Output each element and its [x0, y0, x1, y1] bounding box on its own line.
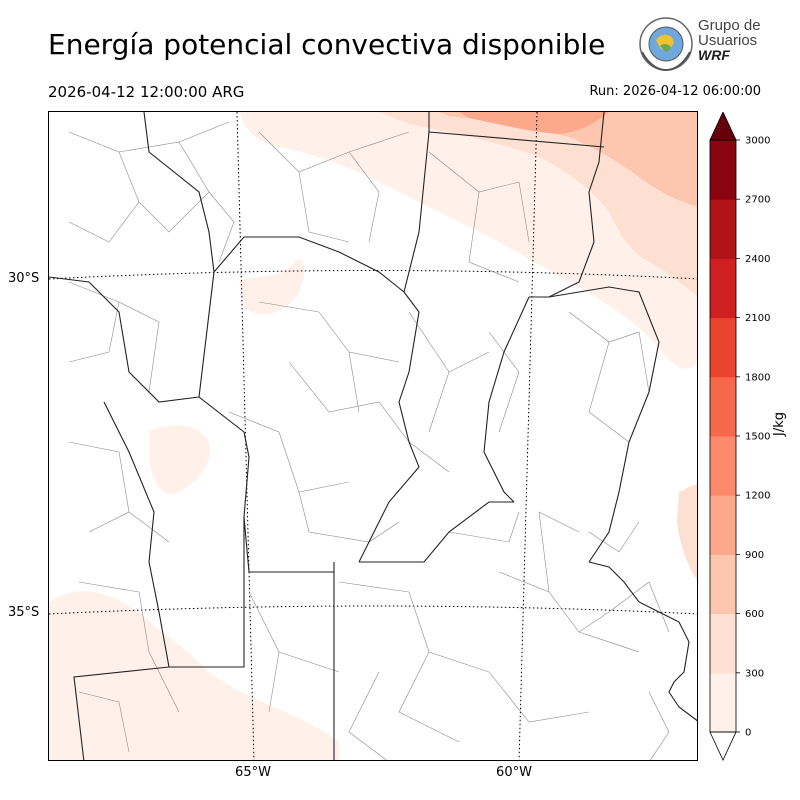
colorbar-tick-label: 0: [745, 728, 751, 739]
border-cordoba-south: [243, 516, 334, 573]
cape-region-west-patch: [149, 425, 210, 494]
colorbar-segment: [710, 495, 736, 555]
colorbar-tick-label: 3000: [745, 136, 770, 147]
cape-shading: [49, 112, 697, 760]
colorbar-under-arrow: [709, 731, 737, 761]
colorbar-segment: [710, 436, 736, 496]
border-santafe-chaco: [428, 131, 605, 148]
colorbar-over-arrow: [709, 111, 737, 141]
wrf-logo: Grupo de Usuarios WRF: [638, 16, 768, 72]
cape-map: [49, 112, 697, 760]
colorbar-segment: [710, 317, 736, 378]
run-time: Run: 2026-04-12 06:00:00: [589, 84, 761, 99]
cape-region-north-patch: [239, 259, 305, 315]
colorbar-tick-label: 300: [745, 668, 764, 679]
border-lapampa-east: [169, 517, 245, 668]
lon-label-65w: 65°W: [235, 765, 271, 780]
colorbar-tick-label: 2400: [745, 254, 770, 265]
colorbar-svg: 0 300 600 900 1200 1500 1800 2100 2400 2700 3000: [709, 111, 770, 761]
cape-region-northeast-high: [439, 112, 697, 207]
parallel-30s: [49, 270, 697, 280]
colorbar-tick-label: 2700: [745, 195, 770, 206]
lon-label-60w: 60°W: [496, 765, 532, 780]
colorbar-unit: J/kg: [772, 412, 787, 436]
border-cordoba-west: [198, 271, 250, 518]
map-panel: [48, 111, 698, 761]
logo-line-1: Grupo de: [698, 17, 761, 34]
meridian-65w: [236, 112, 255, 760]
colorbar-segment: [710, 140, 736, 200]
border-cordoba-north: [213, 236, 405, 293]
border-cordoba-santafe: [358, 291, 420, 563]
department-borders: [68, 121, 670, 760]
page-title: Energía potencial convectiva disponible: [48, 28, 606, 61]
border-larioja-sanjuan: [49, 276, 200, 403]
colorbar-segment: [710, 258, 736, 319]
rio-de-la-plata-coast: [588, 561, 697, 722]
cape-region-southwest: [49, 591, 339, 760]
border-mendoza-lapampa: [73, 666, 170, 760]
border-chaco-corrientes: [548, 112, 605, 298]
border-catamarca-larioja: [143, 112, 215, 273]
colorbar-segment: [710, 554, 736, 615]
lat-label-30s: 30°S: [8, 271, 40, 286]
border-santafe-entrerios: [483, 296, 530, 503]
colorbar-segment: [710, 376, 736, 437]
colorbar-tick-label: 1200: [745, 491, 770, 502]
colorbar-tick-label: 2100: [745, 313, 770, 324]
colorbar-segment: [710, 672, 736, 733]
border-entrerios-corrientes: [548, 286, 660, 393]
cape-region-northeast-peak: [459, 112, 609, 134]
border-corrientes-uruguay: [588, 391, 650, 563]
valid-time: 2026-04-12 12:00:00 ARG: [48, 83, 245, 101]
border-sanluis-mendoza: [103, 401, 170, 668]
colorbar-tick-label: 600: [745, 609, 764, 620]
coastline: [588, 561, 697, 722]
logo-line-2: Usuarios: [698, 32, 758, 49]
colorbar: 0 300 600 900 1200 1500 1800 2100 2400 2700 3000: [708, 111, 770, 762]
globe-logo-icon: [639, 17, 693, 72]
colorbar-tick-label: 900: [745, 550, 764, 561]
border-santafe-buenosaires: [359, 501, 514, 563]
province-borders: [49, 112, 660, 760]
colorbar-tick-label: 1500: [745, 432, 770, 443]
colorbar-tick-label: 1800: [745, 372, 770, 383]
parallel-35s: [49, 605, 697, 615]
meridian-60w: [518, 112, 538, 760]
colorbar-segment: [710, 613, 736, 674]
logo-line-3: WRF: [698, 47, 730, 63]
lat-label-35s: 35°S: [8, 605, 40, 620]
border-santafe-santiago: [403, 131, 430, 293]
colorbar-segment: [710, 199, 736, 259]
cape-region-east-coast: [677, 484, 697, 580]
